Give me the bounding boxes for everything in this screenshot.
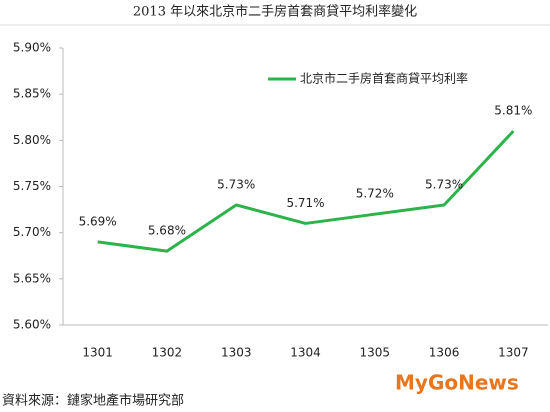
- x-tick-label: 1302: [152, 346, 183, 360]
- data-label: 5.72%: [356, 187, 394, 201]
- x-tick-label: 1306: [429, 346, 460, 360]
- x-tick-label: 1304: [290, 346, 321, 360]
- data-label: 5.81%: [494, 104, 532, 118]
- x-tick-label: 1301: [82, 346, 113, 360]
- data-label: 5.73%: [217, 177, 255, 191]
- data-label: 5.68%: [148, 224, 186, 238]
- x-tick-label: 1303: [221, 346, 252, 360]
- data-label: 5.73%: [425, 177, 463, 191]
- y-tick-label: 5.70%: [13, 225, 51, 239]
- x-tick-label: 1307: [498, 346, 529, 360]
- line-series: [97, 130, 515, 253]
- y-tick-label: 5.60%: [13, 318, 51, 332]
- watermark: MyGoNews: [395, 371, 519, 395]
- y-tick-label: 5.85%: [13, 87, 51, 101]
- data-label: 5.69%: [79, 214, 117, 228]
- x-tick-label: 1305: [360, 346, 391, 360]
- y-tick-label: 5.80%: [13, 133, 51, 147]
- data-label: 5.71%: [286, 196, 324, 210]
- chart-title: 2013 年以來北京市二手房首套商貸平均利率變化: [133, 4, 417, 20]
- y-tick-label: 5.75%: [13, 179, 51, 193]
- y-tick-label: 5.90%: [13, 41, 51, 55]
- source-note: 資料來源：鏈家地產市場研究部: [2, 393, 184, 409]
- legend-label: 北京市二手房首套商貸平均利率: [300, 71, 468, 86]
- y-tick-label: 5.65%: [13, 271, 51, 285]
